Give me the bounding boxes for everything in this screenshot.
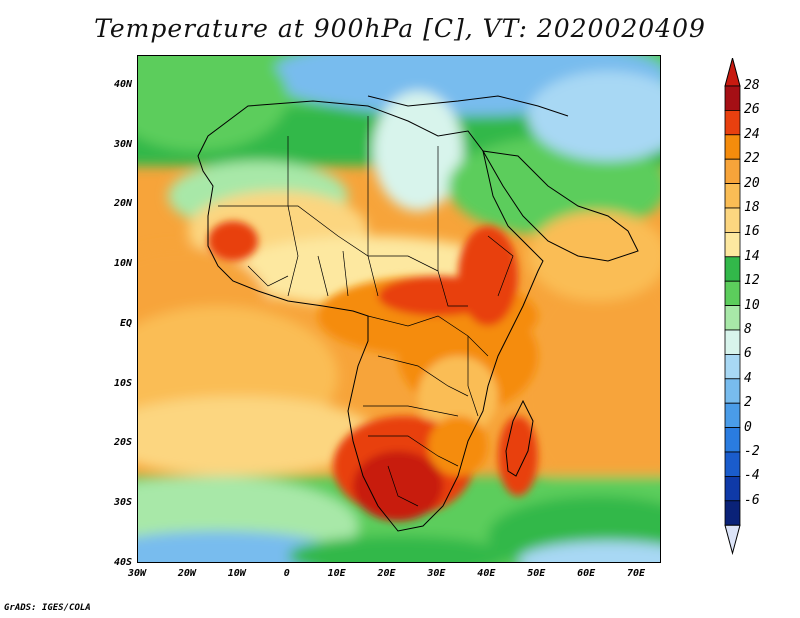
colorbar-segment: [724, 500, 741, 526]
lat-tick-label: 30S: [113, 497, 132, 509]
colorbar-segment: [724, 329, 741, 355]
colorbar-segment: [724, 451, 741, 477]
colorbar-level-label: 10: [744, 297, 760, 313]
lat-tick-label: 40N: [113, 78, 132, 90]
colorbar-segment: [724, 378, 741, 404]
colorbar-segment: [724, 85, 741, 111]
lat-tick-label: 20N: [113, 198, 132, 210]
lon-tick-label: 20E: [377, 568, 396, 579]
lon-tick-label: 50E: [527, 568, 546, 579]
colorbar-level-label: 14: [744, 248, 760, 264]
colorbar-level-label: 18: [744, 200, 760, 215]
colorbar-segment: [724, 280, 741, 306]
colorbar-segment: [724, 110, 741, 136]
colorbar: [724, 58, 741, 556]
lon-tick-label: 40E: [477, 568, 496, 579]
colorbar-segment: [724, 134, 741, 160]
lon-tick-label: 70E: [627, 568, 646, 579]
colorbar-level-label: 22: [744, 151, 760, 167]
colorbar-level-label: 26: [744, 102, 760, 118]
country-borders: [218, 116, 514, 507]
colorbar-level-label: 2: [744, 395, 752, 411]
lat-tick-label: EQ: [119, 317, 132, 329]
colorbar-segment: [724, 475, 741, 502]
land-warm-field: [208, 221, 538, 521]
lat-tick-label: 10N: [113, 258, 132, 270]
map-title: Temperature at 900hPa [C], VT: 202002040…: [94, 14, 706, 43]
lat-tick-label: 30N: [113, 138, 132, 150]
colorbar-level-label: -2: [744, 444, 760, 459]
colorbar-level-label: 12: [744, 273, 760, 289]
lon-tick-label: 60E: [577, 568, 596, 579]
colorbar-level-label: 0: [744, 419, 752, 435]
colorbar-level-label: -6: [744, 492, 760, 508]
colorbar-segment: [724, 353, 741, 380]
colorbar-segment: [724, 256, 741, 282]
lon-tick-label: 0: [283, 568, 290, 579]
grads-credit: GrADS: IGES/COLA: [4, 603, 91, 613]
colorbar-bottom-arrow: [724, 524, 741, 556]
colorbar-level-label: 6: [744, 346, 752, 362]
lat-tick-label: 40S: [113, 557, 132, 568]
temperature-map: [137, 55, 661, 563]
colorbar-segment: [724, 158, 741, 184]
colorbar-level-label: 28: [744, 78, 760, 93]
lon-tick-label: 30E: [427, 568, 446, 579]
lon-tick-label: 10E: [327, 568, 346, 579]
colorbar-segment: [724, 183, 741, 209]
lat-tick-label: 20S: [113, 437, 132, 449]
lat-tick-label: 10S: [113, 377, 132, 389]
colorbar-level-label: -4: [744, 468, 760, 484]
colorbar-level-label: 16: [744, 224, 760, 240]
colorbar-segment: [724, 305, 741, 331]
colorbar-top-arrow: [724, 58, 741, 87]
colorbar-segment: [724, 402, 741, 429]
colorbar-level-label: 24: [744, 126, 760, 142]
lon-tick-label: 20W: [177, 568, 196, 579]
lon-tick-label: 10W: [227, 568, 246, 579]
colorbar-segment: [724, 207, 741, 233]
colorbar-level-label: 20: [744, 175, 760, 191]
lon-tick-label: 30W: [127, 568, 147, 579]
colorbar-segment: [724, 427, 741, 453]
coastlines: [197, 95, 639, 532]
colorbar-level-label: 8: [744, 322, 752, 337]
colorbar-level-label: 4: [744, 370, 752, 386]
colorbar-segment: [724, 231, 741, 258]
